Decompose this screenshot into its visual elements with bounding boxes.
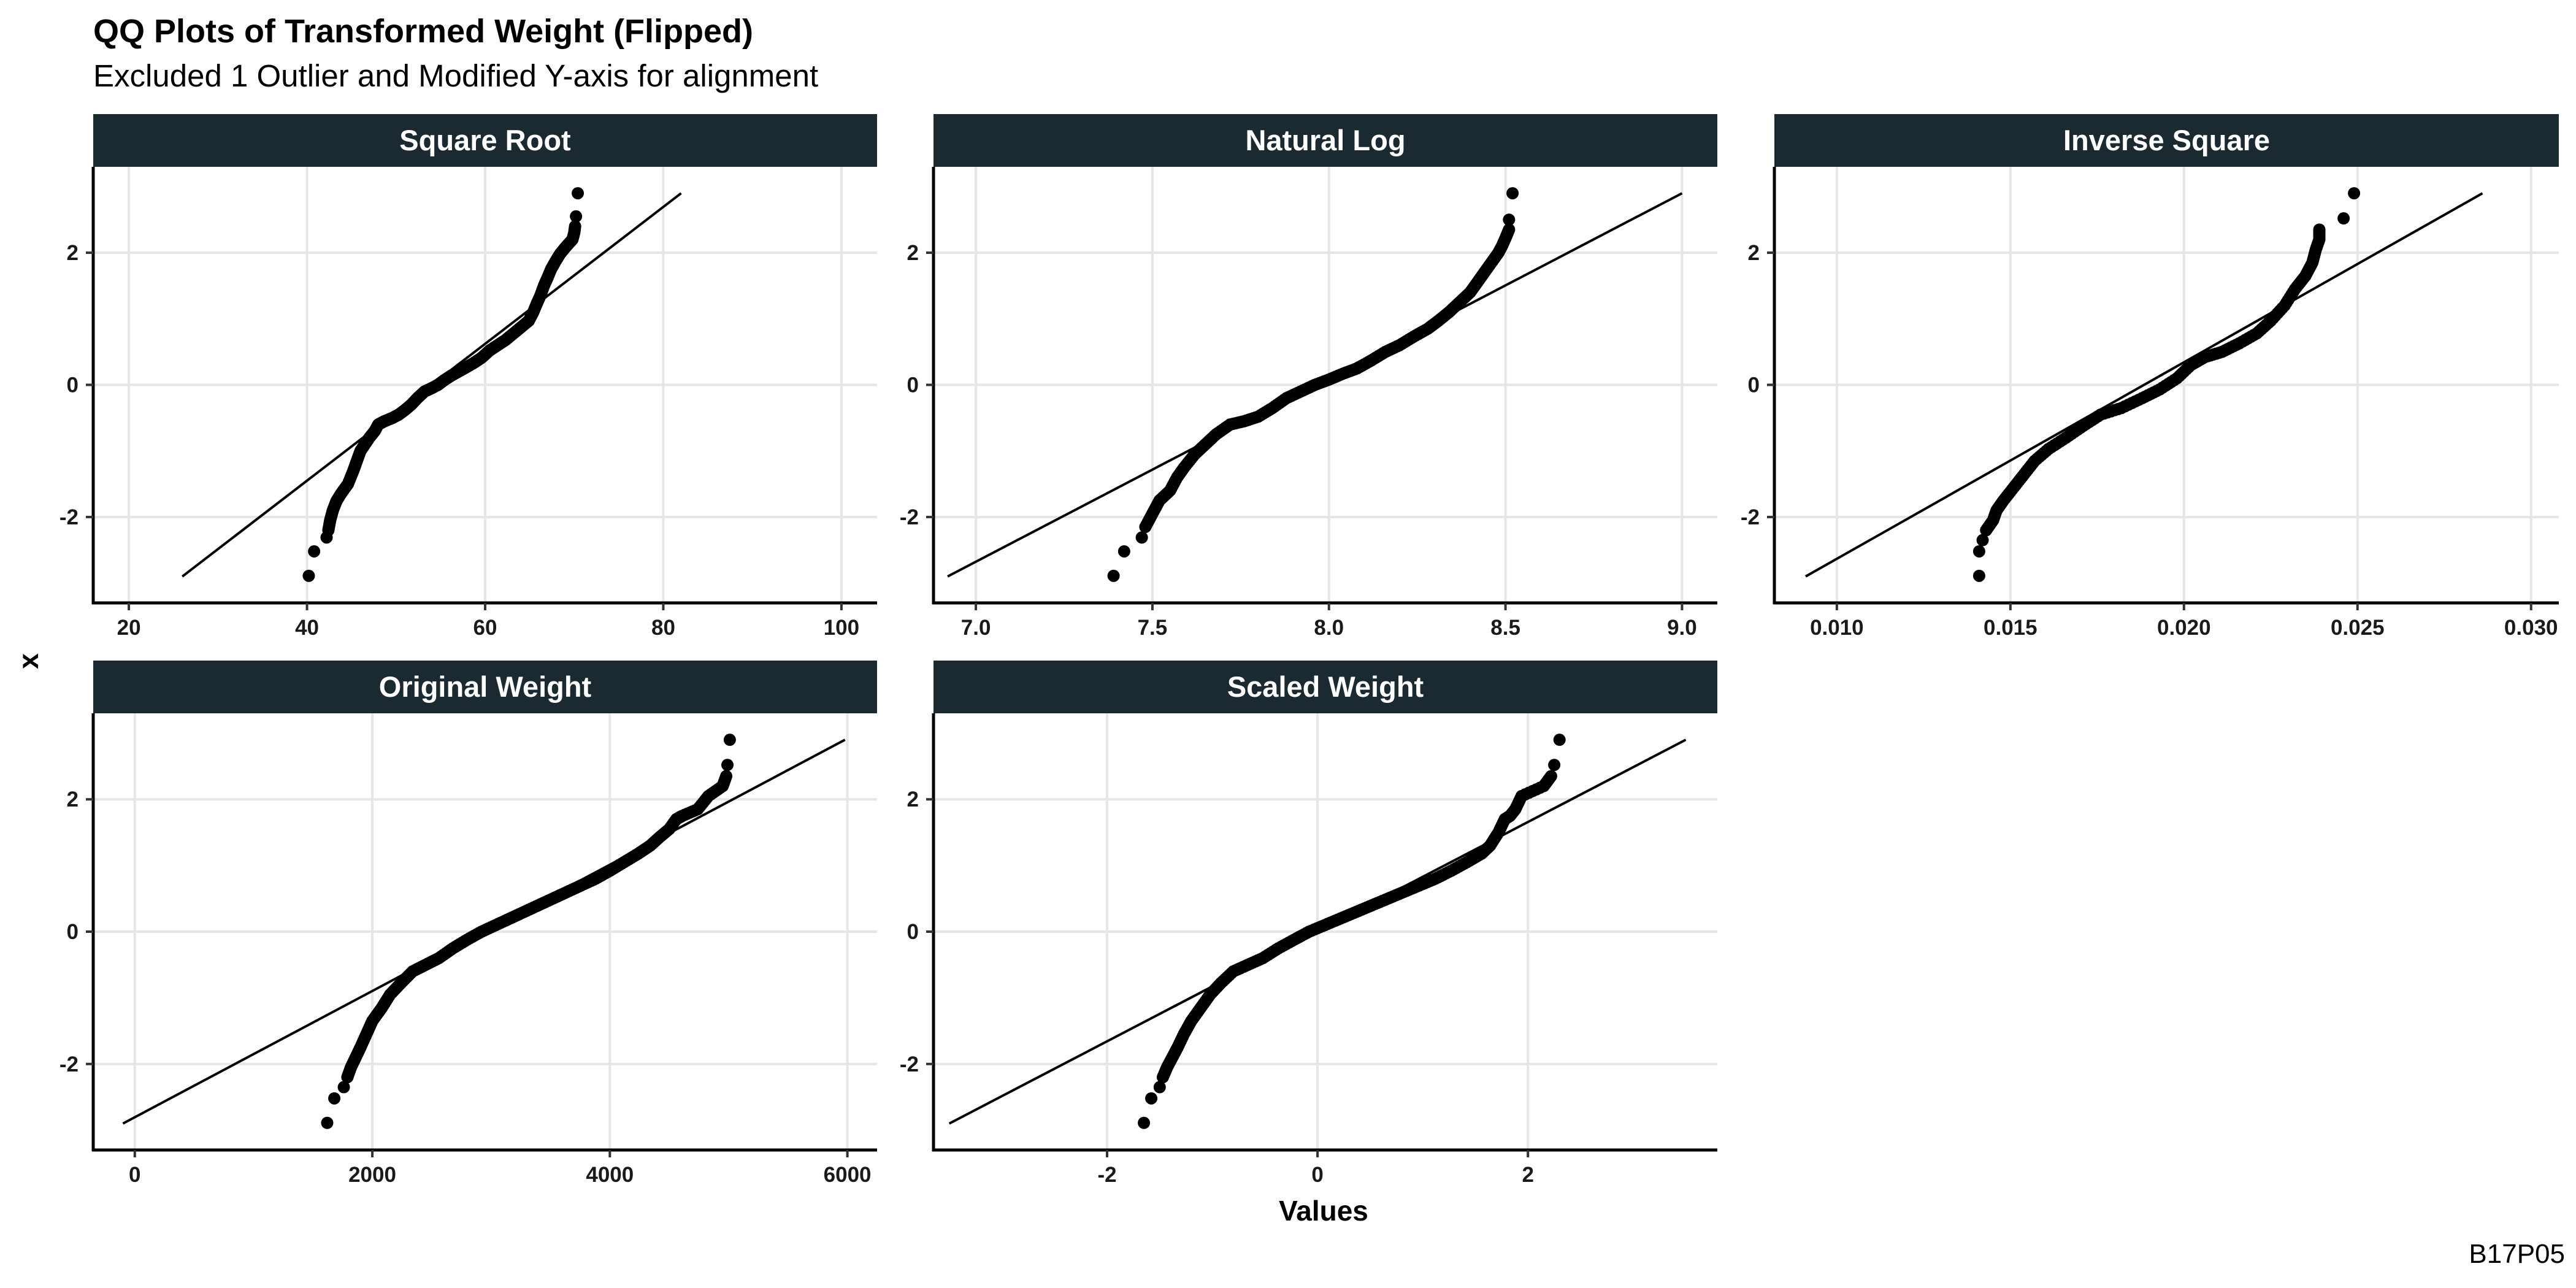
y-tick-label-square-root-1: 0 [67,374,79,397]
y-tick-label-natural-log-0: -2 [900,505,919,529]
x-tick-label-inverse-square-3: 0.025 [2331,616,2385,640]
point-original-weight-207 [720,770,733,783]
x-axis-title: Values [1279,1195,1368,1227]
y-tick-label-original-weight-2: 2 [67,788,79,811]
y-tick-label-square-root-0: -2 [59,505,79,529]
chart-title: QQ Plots of Transformed Weight (Flipped) [93,13,754,50]
y-tick-label-inverse-square-1: 0 [1748,374,1760,397]
point-inverse-square-167 [2348,187,2361,200]
x-tick-label-natural-log-0: 7.0 [961,616,991,640]
point-inverse-square-165 [2313,223,2326,236]
point-natural-log-1 [1117,545,1130,558]
panel-square-root: Square Root 20 40 60 80 100 -2 0 2 [59,114,877,640]
x-tick-label-original-weight-2: 4000 [586,1163,634,1187]
point-scaled-weight-202 [1548,759,1561,772]
point-original-weight-2 [337,1081,350,1094]
point-original-weight-1 [328,1092,341,1105]
point-inverse-square-1 [1972,545,1985,558]
chart-caption: B17P05 [2469,1239,2565,1269]
point-scaled-weight-203 [1553,734,1566,746]
y-tick-label-scaled-weight-0: -2 [900,1052,919,1076]
x-tick-label-natural-log-1: 7.5 [1138,616,1168,640]
panel-original-weight: Original Weight 0 2000 4000 6000 -2 0 2 [59,661,877,1187]
point-original-weight-208 [721,759,734,772]
y-tick-label-inverse-square-0: -2 [1741,505,1760,529]
strip-inverse-square [1774,114,2559,167]
point-inverse-square-0 [1972,569,1985,582]
y-tick-label-natural-log-1: 0 [907,374,919,397]
strip-label-square-root: Square Root [399,124,571,156]
point-scaled-weight-0 [1138,1116,1151,1129]
point-scaled-weight-1 [1145,1092,1158,1105]
y-tick-label-original-weight-1: 0 [67,920,79,944]
point-natural-log-0 [1107,569,1120,582]
x-tick-label-square-root-4: 100 [824,616,859,640]
x-tick-label-inverse-square-2: 0.020 [2157,616,2211,640]
x-tick-label-inverse-square-0: 0.010 [1810,616,1864,640]
strip-label-natural-log: Natural Log [1245,124,1405,156]
y-tick-label-scaled-weight-1: 0 [907,920,919,944]
strip-label-scaled-weight: Scaled Weight [1227,670,1424,703]
x-tick-label-original-weight-1: 2000 [348,1163,396,1187]
strip-natural-log [933,114,1717,167]
x-tick-label-natural-log-2: 8.0 [1314,616,1344,640]
panel-scaled-weight: Scaled Weight -2 0 2 -2 0 2 [900,661,1717,1187]
strip-label-original-weight: Original Weight [379,670,592,703]
y-tick-label-original-weight-0: -2 [59,1052,79,1076]
point-inverse-square-2 [1976,534,1989,546]
point-inverse-square-166 [2337,212,2350,225]
point-square-root-0 [302,569,315,582]
y-tick-label-natural-log-2: 2 [907,241,919,265]
strip-scaled-weight [933,661,1717,713]
point-scaled-weight-2 [1153,1081,1166,1094]
panel-natural-log: Natural Log 7.0 7.5 8.0 8.5 9.0 -2 0 2 [900,114,1717,640]
x-tick-label-natural-log-4: 9.0 [1667,616,1697,640]
x-tick-label-scaled-weight-0: -2 [1097,1163,1116,1187]
y-tick-label-square-root-2: 2 [67,241,79,265]
point-natural-log-207 [1503,223,1516,236]
y-axis-title: x [12,653,44,669]
x-tick-label-natural-log-3: 8.5 [1490,616,1520,640]
strip-original-weight [93,661,877,713]
y-tick-label-scaled-weight-2: 2 [907,788,919,811]
y-tick-label-inverse-square-2: 2 [1748,241,1760,265]
x-tick-label-original-weight-0: 0 [129,1163,140,1187]
strip-square-root [93,114,877,167]
x-tick-label-scaled-weight-2: 2 [1522,1163,1533,1187]
x-tick-label-inverse-square-4: 0.030 [2504,616,2558,640]
point-square-root-1 [308,545,321,558]
point-square-root-275 [572,187,585,200]
x-tick-label-square-root-2: 60 [473,616,497,640]
point-square-root-273 [569,220,581,232]
point-natural-log-209 [1506,187,1519,200]
x-tick-label-inverse-square-1: 0.015 [1984,616,2037,640]
x-tick-label-square-root-3: 80 [651,616,675,640]
point-natural-log-208 [1503,213,1516,226]
chart-subtitle: Excluded 1 Outlier and Modified Y-axis f… [93,58,819,93]
x-tick-label-scaled-weight-1: 0 [1311,1163,1323,1187]
strip-label-inverse-square: Inverse Square [2063,124,2270,156]
point-scaled-weight-201 [1544,770,1557,783]
point-natural-log-2 [1135,531,1148,544]
x-tick-label-square-root-0: 20 [117,616,141,640]
qq-line-inverse-square [1804,192,2483,578]
x-tick-label-original-weight-3: 6000 [824,1163,872,1187]
x-tick-label-square-root-1: 40 [295,616,319,640]
point-square-root-274 [570,210,583,223]
point-original-weight-209 [723,734,736,746]
panel-inverse-square: Inverse Square 0.010 0.015 0.020 0.025 0.030 -… [1741,114,2559,640]
point-original-weight-0 [321,1116,334,1129]
